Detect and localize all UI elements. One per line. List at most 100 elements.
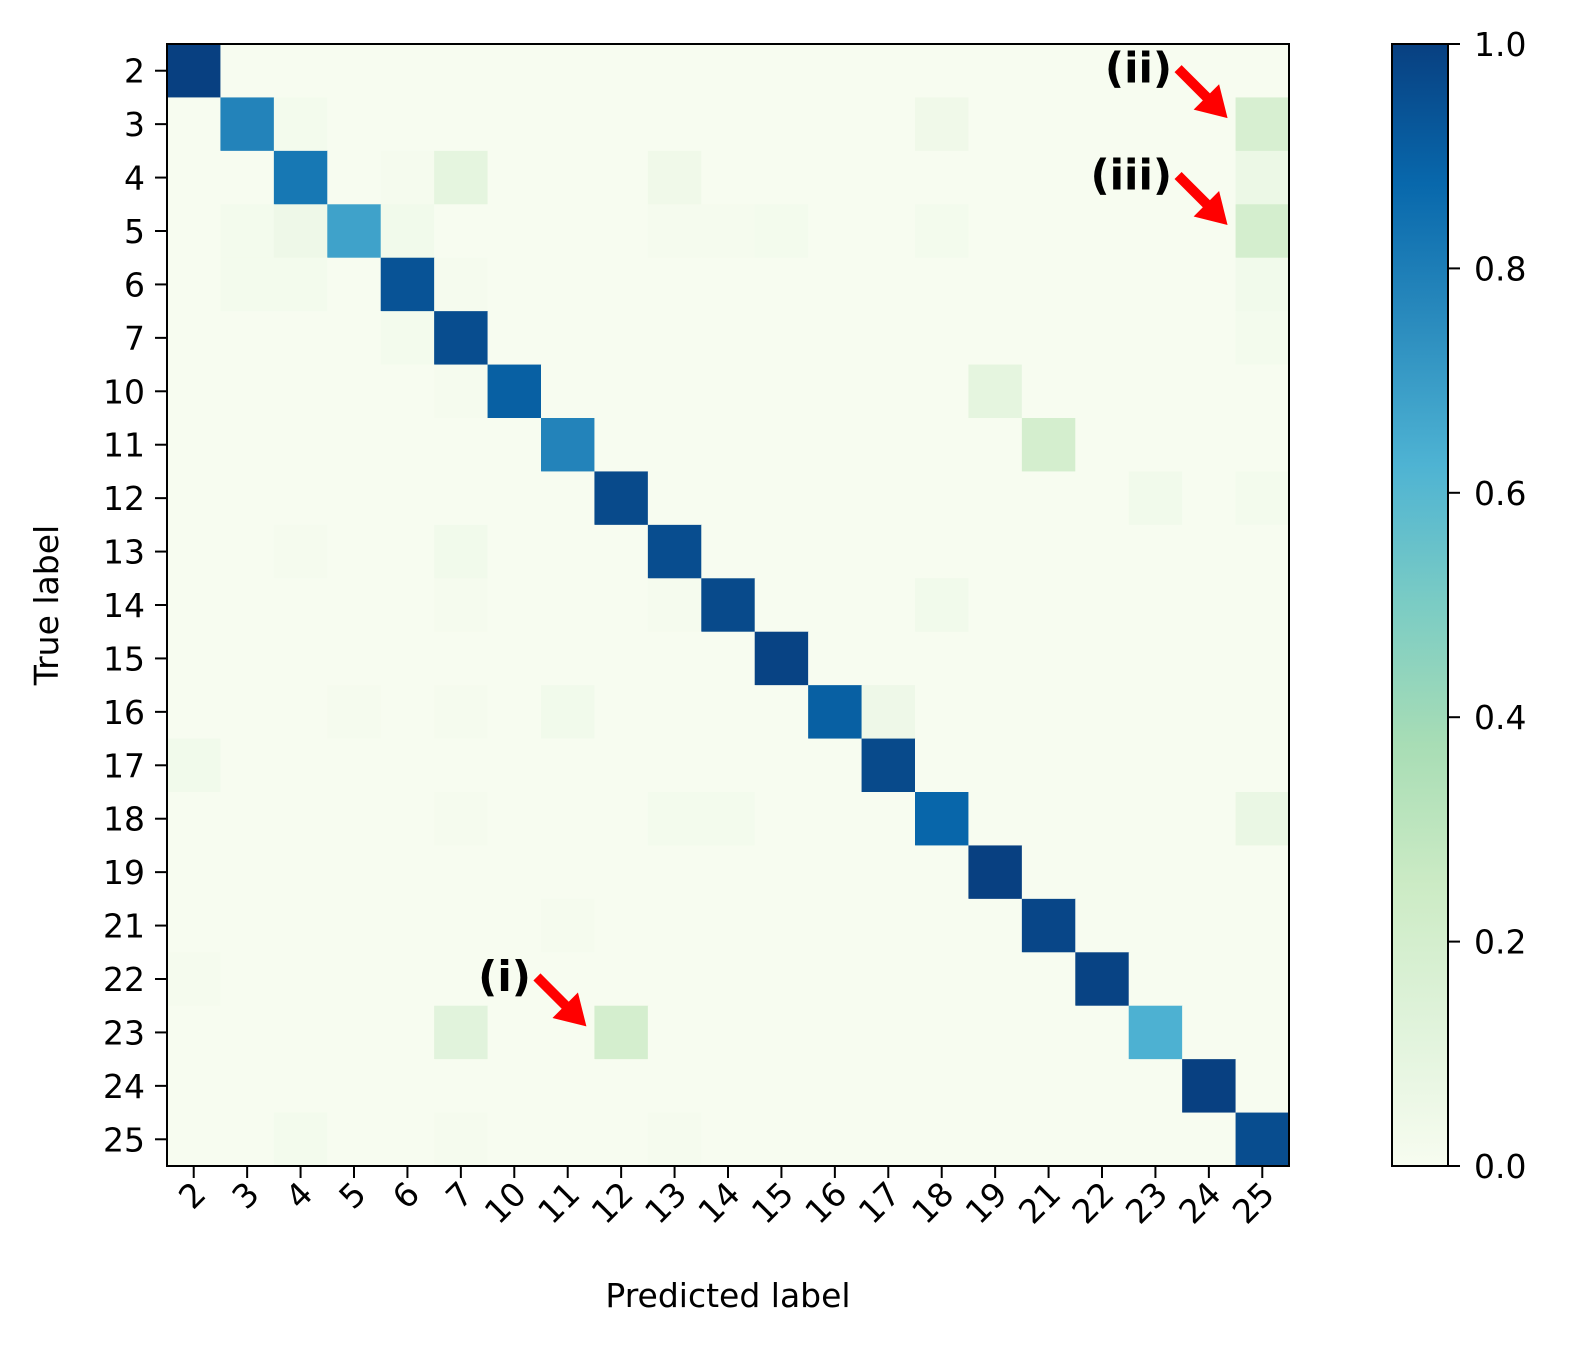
- heatmap-cell: [915, 524, 970, 579]
- heatmap-cell: [1075, 1005, 1130, 1060]
- heatmap-cell: [1182, 578, 1237, 633]
- heatmap-cell: [1182, 898, 1237, 953]
- heatmap-cell: [167, 792, 222, 847]
- heatmap-cell: [808, 44, 863, 99]
- heatmap-cell: [1021, 311, 1076, 366]
- heatmap-cell: [167, 1059, 222, 1114]
- y-tick-label: 17: [103, 746, 145, 785]
- heatmap-cell: [1128, 952, 1183, 1007]
- heatmap-cell: [915, 471, 970, 526]
- heatmap-cell: [968, 792, 1023, 847]
- heatmap-cell: [1182, 845, 1237, 900]
- heatmap-cell: [1182, 471, 1237, 526]
- heatmap-cell: [541, 631, 596, 686]
- heatmap-cell: [701, 631, 756, 686]
- heatmap-cell: [220, 1059, 275, 1114]
- heatmap-cell: [1235, 150, 1290, 205]
- heatmap-cell: [808, 845, 863, 900]
- heatmap-cell: [861, 792, 916, 847]
- heatmap-cell: [915, 311, 970, 366]
- heatmap-cell: [434, 97, 489, 152]
- heatmap-cell: [273, 311, 328, 366]
- heatmap-cell: [541, 898, 596, 953]
- x-tick-label: 25: [1225, 1174, 1282, 1231]
- heatmap-cell: [1021, 1005, 1076, 1060]
- heatmap-cell: [808, 524, 863, 579]
- heatmap-cell: [167, 44, 222, 99]
- x-tick-label: 13: [637, 1174, 694, 1231]
- heatmap-cell: [915, 1005, 970, 1060]
- y-tick-label: 25: [103, 1120, 145, 1159]
- heatmap-cell: [1128, 578, 1183, 633]
- y-tick-label: 11: [103, 426, 145, 465]
- heatmap-cell: [220, 845, 275, 900]
- heatmap-cell: [1182, 44, 1237, 99]
- y-tick-label: 12: [103, 479, 145, 518]
- heatmap-cell: [647, 418, 702, 473]
- heatmap-cell: [434, 1005, 489, 1060]
- heatmap-cell: [220, 257, 275, 312]
- heatmap-cell: [861, 845, 916, 900]
- heatmap-cell: [701, 204, 756, 259]
- heatmap-cell: [434, 311, 489, 366]
- heatmap-cell: [1021, 150, 1076, 205]
- heatmap-cell: [647, 738, 702, 793]
- heatmap-cell: [594, 1005, 649, 1060]
- heatmap-cell: [434, 204, 489, 259]
- heatmap-cell: [1021, 631, 1076, 686]
- heatmap-cell: [968, 1112, 1023, 1167]
- x-tick-label: 23: [1118, 1174, 1175, 1231]
- heatmap-cell: [1182, 631, 1237, 686]
- heatmap-cell: [647, 311, 702, 366]
- heatmap-cell: [1075, 97, 1130, 152]
- heatmap-cell: [1075, 845, 1130, 900]
- colorbar-tick-label: 0.6: [1474, 474, 1526, 513]
- heatmap-cell: [541, 311, 596, 366]
- heatmap-cell: [1021, 898, 1076, 953]
- heatmap-cell: [273, 685, 328, 740]
- heatmap-cell: [1128, 471, 1183, 526]
- heatmap-cell: [647, 1059, 702, 1114]
- heatmap-cell: [380, 952, 435, 1007]
- heatmap-cell: [861, 204, 916, 259]
- heatmap-cell: [380, 44, 435, 99]
- heatmap-cell: [915, 1059, 970, 1114]
- heatmap-cell: [754, 1112, 809, 1167]
- annotation-label: (i): [478, 952, 531, 1001]
- heatmap-cell: [541, 257, 596, 312]
- heatmap-cell: [861, 1059, 916, 1114]
- y-tick-label: 2: [124, 52, 145, 91]
- annotation-label: (ii): [1105, 44, 1172, 93]
- annotation-arrow-shaft: [1174, 171, 1212, 209]
- heatmap-cell: [487, 97, 542, 152]
- heatmap-cell: [541, 1059, 596, 1114]
- heatmap-cell: [594, 418, 649, 473]
- heatmap-cell: [594, 44, 649, 99]
- heatmap-cell: [968, 1005, 1023, 1060]
- heatmap-cell: [647, 631, 702, 686]
- heatmap-cell: [541, 578, 596, 633]
- heatmap-cell: [701, 1005, 756, 1060]
- heatmap-cell: [1128, 204, 1183, 259]
- heatmap-cell: [968, 364, 1023, 419]
- heatmap-cell: [861, 578, 916, 633]
- heatmap-cell: [487, 685, 542, 740]
- y-tick-label: 16: [103, 693, 145, 732]
- heatmap-cell: [327, 471, 382, 526]
- heatmap-cell: [1128, 845, 1183, 900]
- heatmap-cell: [701, 738, 756, 793]
- y-tick-label: 3: [124, 105, 145, 144]
- heatmap-cell: [434, 952, 489, 1007]
- heatmap-cell: [808, 204, 863, 259]
- heatmap-cell: [273, 845, 328, 900]
- colorbar-tick-label: 0.2: [1474, 923, 1526, 962]
- heatmap-cell: [754, 845, 809, 900]
- heatmap-cell: [1235, 97, 1290, 152]
- heatmap-cell: [968, 1059, 1023, 1114]
- heatmap-cell: [647, 792, 702, 847]
- heatmap-cell: [594, 685, 649, 740]
- heatmap-cell: [487, 1112, 542, 1167]
- heatmap-cell: [273, 204, 328, 259]
- colorbar-tick-label: 1.0: [1474, 25, 1526, 64]
